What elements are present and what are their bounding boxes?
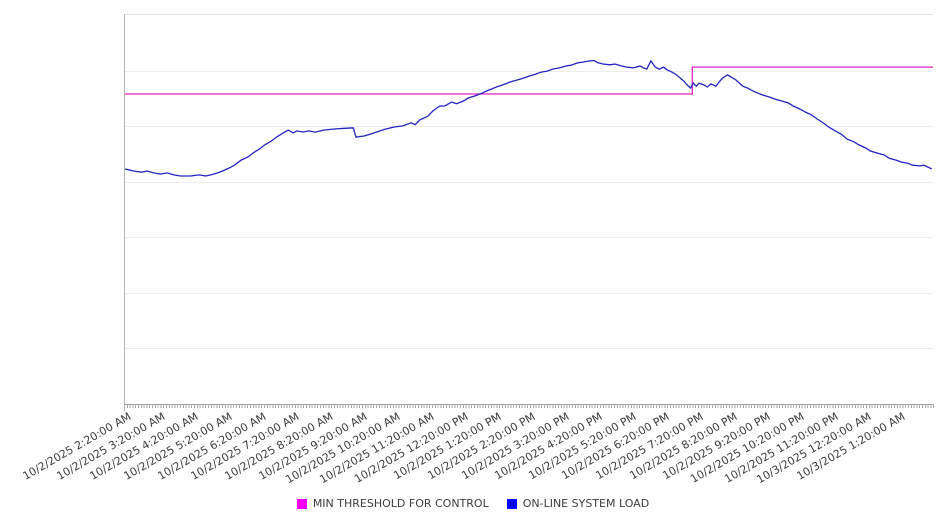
gridline xyxy=(125,126,933,128)
y-axis-line xyxy=(124,404,125,411)
gridline xyxy=(125,348,933,350)
gridline xyxy=(125,292,933,294)
legend-item-min-threshold[interactable]: MIN THRESHOLD FOR CONTROL xyxy=(296,497,489,510)
gridline xyxy=(125,181,933,183)
system-load-line xyxy=(124,59,932,177)
x-axis-ticks xyxy=(124,404,936,408)
min-threshold-line xyxy=(125,66,933,95)
legend-item-system-load[interactable]: ON-LINE SYSTEM LOAD xyxy=(506,497,650,510)
legend-swatch-blue xyxy=(506,498,517,509)
gridline xyxy=(125,237,933,239)
legend-label-min-threshold: MIN THRESHOLD FOR CONTROL xyxy=(312,497,489,510)
gridline xyxy=(125,70,933,72)
plot-area xyxy=(124,14,933,405)
series-plot xyxy=(124,59,933,177)
legend-label-system-load: ON-LINE SYSTEM LOAD xyxy=(522,497,650,510)
legend-swatch-magenta xyxy=(296,498,307,509)
chart-legend: MIN THRESHOLD FOR CONTROL ON-LINE SYSTEM… xyxy=(0,497,946,510)
